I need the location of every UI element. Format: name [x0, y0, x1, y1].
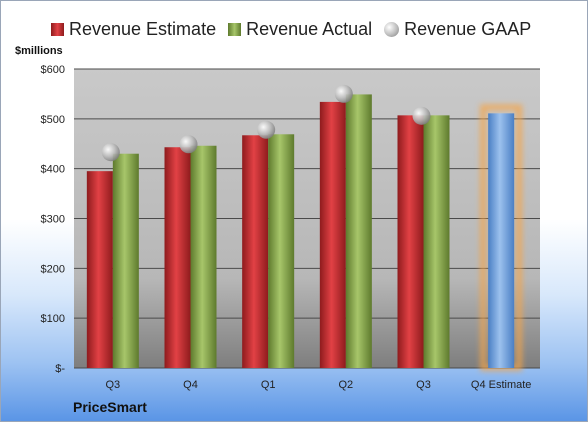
- y-tick-label: $500: [41, 114, 65, 126]
- legend-item-estimate: Revenue Estimate: [51, 19, 216, 40]
- company-name: PriceSmart: [73, 399, 147, 415]
- legend-item-gaap: Revenue GAAP: [384, 19, 531, 40]
- x-tick-label: Q2: [338, 379, 353, 391]
- bar-actual: [345, 94, 372, 368]
- bar-actual: [190, 145, 217, 368]
- y-tick-label: $-: [55, 363, 65, 375]
- chart-legend: Revenue Estimate Revenue Actual Revenue …: [51, 17, 543, 41]
- legend-swatch-estimate: [51, 22, 64, 36]
- x-tick-label: Q4: [183, 379, 198, 391]
- legend-label-actual: Revenue Actual: [246, 18, 373, 39]
- gaap-point: [412, 106, 431, 125]
- bar-actual: [423, 115, 450, 368]
- gaap-point: [101, 143, 120, 162]
- y-tick-label: $100: [41, 313, 65, 325]
- legend-label-gaap: Revenue GAAP: [404, 18, 532, 39]
- bar-estimate: [397, 115, 424, 368]
- bar-estimate: [242, 135, 269, 368]
- legend-item-actual: Revenue Actual: [228, 19, 372, 40]
- y-tick-label: $400: [41, 164, 65, 176]
- x-tick-label: Q1: [261, 379, 276, 391]
- y-tick-label: $200: [41, 263, 65, 275]
- bar-actual: [268, 134, 295, 368]
- x-tick-label: Q4 Estimate: [471, 379, 532, 391]
- legend-label-estimate: Revenue Estimate: [69, 18, 217, 39]
- y-tick-label: $600: [41, 64, 65, 76]
- bar-estimate: [86, 171, 113, 368]
- y-axis-units-label: $millions: [15, 45, 63, 57]
- bar-estimate: [164, 147, 191, 368]
- legend-swatch-actual: [228, 22, 242, 36]
- bar-estimate: [319, 101, 346, 368]
- legend-swatch-gaap: [384, 21, 400, 37]
- y-tick-label: $300: [41, 214, 65, 226]
- x-tick-label: Q3: [105, 379, 120, 391]
- gaap-point: [179, 135, 198, 154]
- gaap-point: [257, 120, 276, 139]
- bar-forecast: [488, 113, 515, 368]
- bar-actual: [112, 153, 139, 368]
- x-tick-label: Q3: [416, 379, 431, 391]
- gaap-point: [334, 84, 353, 103]
